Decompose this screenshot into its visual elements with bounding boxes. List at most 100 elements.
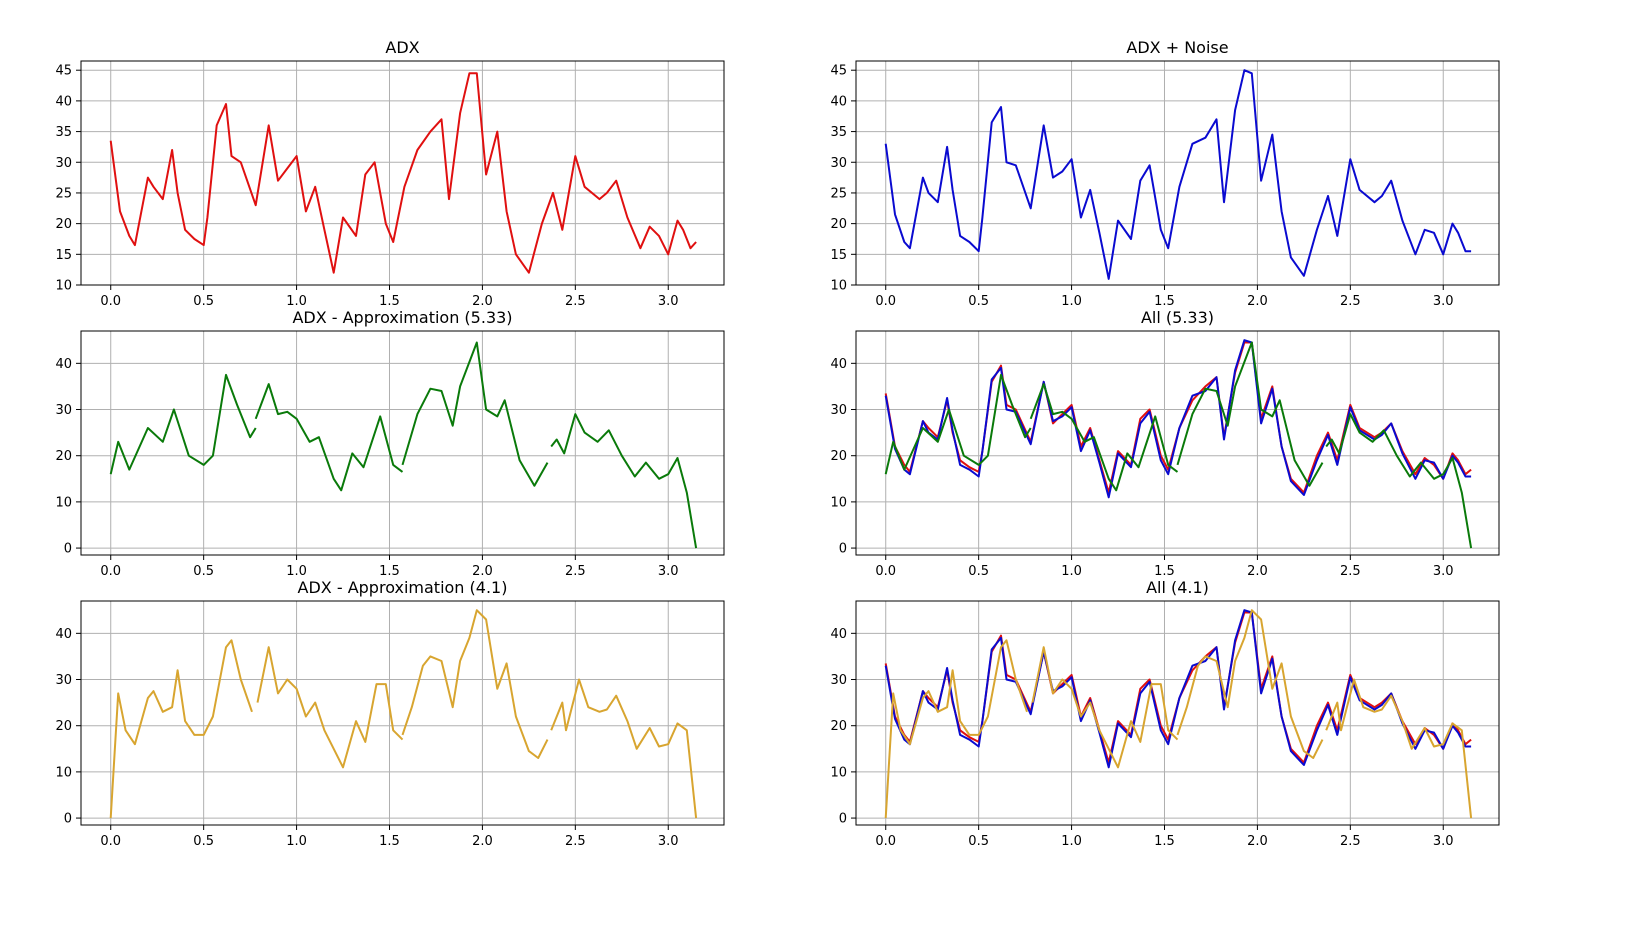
subplot-title: All (5.33): [1141, 308, 1214, 327]
series-line-approx: [550, 413, 698, 549]
subplot-title: ADX: [385, 38, 419, 57]
plot-frame: [80, 60, 725, 286]
series-line-adx: [884, 341, 1472, 494]
y-tick-label: 40: [830, 94, 847, 109]
subplot-2: 0.0 0.5 1.0 1.5 2.0 2.5 3.0 10 15 20 25 30 35 40 45 ADX…: [830, 38, 1500, 309]
x-tick-label: 2.0: [1247, 564, 1268, 579]
y-tick-label: 25: [55, 186, 72, 201]
y-tick-label: 0: [839, 542, 847, 557]
x-tick-label: 0.5: [968, 564, 989, 579]
y-tick-label: 0: [839, 812, 847, 827]
y-tick-label: 45: [55, 64, 72, 79]
series-line-approx41: [1325, 678, 1473, 819]
x-tick-label: 2.0: [472, 564, 493, 579]
y-tick-label: 45: [830, 64, 847, 79]
series-line-approx41: [1176, 609, 1324, 759]
y-tick-label: 15: [830, 248, 847, 263]
y-tick-label: 20: [55, 217, 72, 232]
y-tick-label: 30: [830, 673, 847, 688]
y-tick-label: 0: [64, 812, 72, 827]
y-tick-label: 20: [830, 217, 847, 232]
x-tick-label: 3.0: [1433, 564, 1454, 579]
y-tick-label: 10: [55, 765, 72, 780]
series-line-approx: [254, 383, 404, 492]
series-line-approx41: [401, 609, 549, 759]
x-tick-label: 0.5: [968, 294, 989, 309]
subplot-title: ADX + Noise: [1126, 38, 1228, 57]
series-line-noise: [884, 339, 1472, 499]
y-tick-label: 30: [830, 403, 847, 418]
y-tick-label: 20: [55, 449, 72, 464]
series-line-approx: [884, 373, 1032, 475]
y-tick-label: 10: [55, 495, 72, 510]
y-tick-label: 30: [55, 156, 72, 171]
y-tick-label: 30: [55, 673, 72, 688]
x-tick-label: 1.5: [379, 564, 400, 579]
y-tick-label: 15: [55, 248, 72, 263]
subplot-title: All (4.1): [1146, 578, 1209, 597]
x-tick-label: 2.0: [472, 294, 493, 309]
plot-frame: [855, 600, 1500, 826]
y-tick-label: 40: [55, 627, 72, 642]
x-tick-label: 0.0: [100, 294, 121, 309]
subplot-title: ADX - Approximation (5.33): [292, 308, 512, 327]
plot-frame: [855, 60, 1500, 286]
y-tick-label: 30: [830, 156, 847, 171]
y-tick-label: 10: [830, 279, 847, 294]
subplot-3: 0.0 0.5 1.0 1.5 2.0 2.5 3.0 0 10 20 30 40 ADX - Appr…: [55, 308, 725, 579]
x-tick-label: 0.5: [193, 834, 214, 849]
y-tick-label: 40: [55, 94, 72, 109]
series-line-approx41: [109, 639, 253, 819]
x-tick-label: 0.5: [968, 834, 989, 849]
plot-frame: [855, 330, 1500, 556]
series-line-approx41: [884, 639, 1028, 819]
y-tick-label: 35: [55, 125, 72, 140]
x-tick-label: 0.5: [193, 564, 214, 579]
x-tick-label: 1.5: [1154, 294, 1175, 309]
series-line-adx: [884, 611, 1472, 764]
x-tick-label: 1.0: [1061, 834, 1082, 849]
x-tick-label: 1.5: [1154, 564, 1175, 579]
x-tick-label: 2.0: [472, 834, 493, 849]
series-line-adx: [109, 72, 697, 274]
y-tick-label: 0: [64, 542, 72, 557]
x-tick-label: 3.0: [1433, 294, 1454, 309]
plot-frame: [80, 600, 725, 826]
x-tick-label: 0.0: [875, 564, 896, 579]
series-line-approx: [1176, 341, 1324, 487]
x-tick-label: 1.0: [286, 564, 307, 579]
y-tick-label: 40: [830, 357, 847, 372]
x-tick-label: 3.0: [1433, 834, 1454, 849]
x-tick-label: 1.0: [1061, 294, 1082, 309]
x-tick-label: 2.5: [565, 564, 586, 579]
subplot-6: 0.0 0.5 1.0 1.5 2.0 2.5 3.0 0 10 20 30 40 All (4.1): [830, 578, 1500, 849]
x-tick-label: 2.0: [1247, 834, 1268, 849]
series-line-noise: [884, 609, 1472, 769]
series-line-approx: [401, 341, 549, 487]
y-tick-label: 20: [830, 719, 847, 734]
series-line-noise: [884, 69, 1472, 280]
series-line-approx: [1325, 413, 1473, 549]
x-tick-label: 3.0: [658, 294, 679, 309]
subplot-title: ADX - Approximation (4.1): [298, 578, 508, 597]
plot-frame: [80, 330, 725, 556]
x-tick-label: 1.0: [286, 294, 307, 309]
x-tick-label: 2.5: [565, 294, 586, 309]
series-line-approx41: [256, 646, 404, 769]
y-tick-label: 30: [55, 403, 72, 418]
subplot-1: 0.0 0.5 1.0 1.5 2.0 2.5 3.0 10 15 20 25 30 35 40 45 ADX: [55, 38, 725, 309]
x-tick-label: 2.5: [565, 834, 586, 849]
x-tick-label: 3.0: [658, 564, 679, 579]
x-tick-label: 0.0: [875, 294, 896, 309]
y-tick-label: 10: [830, 765, 847, 780]
x-tick-label: 2.0: [1247, 294, 1268, 309]
series-line-approx41: [1031, 646, 1179, 769]
x-tick-label: 0.0: [875, 834, 896, 849]
x-tick-label: 2.5: [1340, 564, 1361, 579]
y-tick-label: 10: [55, 279, 72, 294]
x-tick-label: 0.0: [100, 834, 121, 849]
y-tick-label: 40: [830, 627, 847, 642]
y-tick-label: 35: [830, 125, 847, 140]
series-line-approx41: [550, 678, 698, 819]
